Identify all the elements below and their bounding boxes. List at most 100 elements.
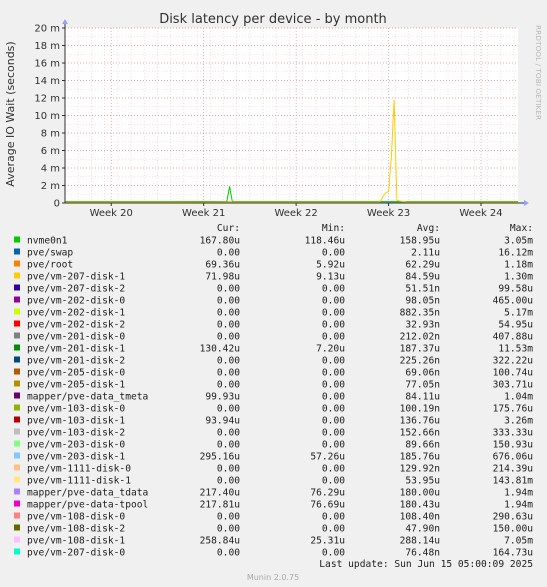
legend-value: 1.94m xyxy=(504,488,533,499)
y-tick-label: 18 m xyxy=(34,41,60,52)
legend-value: 76.69u xyxy=(310,500,345,511)
legend-value: 676.06u xyxy=(493,452,533,463)
legend-value: 167.80u xyxy=(200,236,240,247)
legend-value: 77.05n xyxy=(405,380,440,391)
legend-series-name: mapper/pve-data-tpool xyxy=(27,500,148,511)
legend-value: 0.00 xyxy=(322,284,345,295)
legend-column-header: Cur: xyxy=(217,223,240,234)
legend-value: 47.90n xyxy=(405,524,440,535)
grid xyxy=(64,27,518,204)
legend-value: 93.94u xyxy=(205,416,240,427)
legend-value: 180.43u xyxy=(400,500,440,511)
legend-series-name: pve/vm-1111-disk-0 xyxy=(27,464,131,475)
legend-value: 84.59u xyxy=(405,272,440,283)
legend-swatch xyxy=(14,272,20,279)
legend-value: 290.63u xyxy=(493,512,533,523)
legend-series-name: pve/vm-205-disk-1 xyxy=(27,380,125,391)
legend-swatch xyxy=(14,236,20,243)
legend-value: 0.00 xyxy=(322,356,345,367)
legend-value: 295.16u xyxy=(200,452,240,463)
legend-value: 0.00 xyxy=(322,308,345,319)
legend: Cur: Min: Avg: Max: nvme0n1 167.80u 118.46u 158… xyxy=(14,223,533,559)
legend-swatch xyxy=(14,464,20,471)
legend-value: 84.11u xyxy=(405,392,440,403)
legend-swatch xyxy=(14,248,20,255)
x-tick-label: Week 23 xyxy=(367,208,410,219)
legend-series-name: pve/vm-202-disk-1 xyxy=(27,308,125,319)
legend-value: 882.35n xyxy=(400,308,440,319)
legend-swatch xyxy=(14,488,20,495)
y-tick-label: 10 m xyxy=(34,111,60,122)
legend-swatch xyxy=(14,332,20,339)
y-axis-label: Average IO Wait (seconds) xyxy=(4,41,17,186)
legend-swatch xyxy=(14,344,20,351)
legend-value: 288.14u xyxy=(400,536,440,547)
legend-value: 32.93n xyxy=(405,320,440,331)
legend-value: 465.00u xyxy=(493,296,533,307)
legend-value: 108.40n xyxy=(400,512,440,523)
legend-series-name: pve/vm-202-disk-0 xyxy=(27,296,125,307)
legend-value: 214.39u xyxy=(493,464,533,475)
legend-series-name: pve/vm-203-disk-1 xyxy=(27,452,125,463)
y-axis-arrow xyxy=(62,19,68,24)
legend-value: 99.58u xyxy=(498,284,533,295)
legend-swatch xyxy=(14,512,20,519)
legend-value: 51.51n xyxy=(405,284,440,295)
legend-series-name: pve/vm-207-disk-1 xyxy=(27,272,125,283)
legend-swatch xyxy=(14,440,20,447)
legend-value: 258.84u xyxy=(200,536,240,547)
legend-series-name: mapper/pve-data_tdata xyxy=(27,488,148,499)
legend-value: 185.76u xyxy=(400,452,440,463)
y-tick-label: 16 m xyxy=(34,59,60,70)
legend-value: 143.81m xyxy=(493,476,534,487)
legend-swatch xyxy=(14,260,20,267)
legend-swatch xyxy=(14,476,20,483)
legend-swatch xyxy=(14,368,20,375)
x-tick-label: Week 22 xyxy=(274,208,317,219)
legend-value: 25.31u xyxy=(310,536,345,547)
legend-series-name: pve/vm-103-disk-0 xyxy=(27,404,125,415)
legend-value: 98.05n xyxy=(405,296,440,307)
legend-value: 5.17m xyxy=(504,308,533,319)
y-tick-label: 14 m xyxy=(34,76,60,87)
legend-value: 0.00 xyxy=(217,404,240,415)
legend-value: 0.00 xyxy=(322,416,345,427)
legend-value: 0.00 xyxy=(217,428,240,439)
legend-swatch xyxy=(14,320,20,327)
legend-swatch xyxy=(14,548,20,555)
legend-value: 100.74u xyxy=(493,368,533,379)
legend-value: 0.00 xyxy=(322,404,345,415)
legend-column-header: Avg: xyxy=(417,223,440,234)
legend-value: 225.26n xyxy=(400,356,440,367)
legend-series-name: pve/vm-103-disk-2 xyxy=(27,428,125,439)
legend-value: 0.00 xyxy=(217,476,240,487)
legend-series-name: nvme0n1 xyxy=(27,236,68,247)
legend-series-name: pve/vm-203-disk-0 xyxy=(27,440,125,451)
legend-value: 164.73u xyxy=(493,548,533,559)
legend-value: 0.00 xyxy=(322,296,345,307)
y-tick-label: 8 m xyxy=(41,129,60,140)
legend-value: 303.71u xyxy=(493,380,533,391)
legend-value: 9.13u xyxy=(316,272,345,283)
legend-value: 100.19n xyxy=(400,404,440,415)
legend-value: 150.00u xyxy=(493,524,533,535)
y-tick-label: 20 m xyxy=(34,24,60,35)
legend-value: 99.93u xyxy=(205,392,240,403)
legend-value: 0.00 xyxy=(322,476,345,487)
legend-value: 187.37u xyxy=(400,344,440,355)
legend-value: 0.00 xyxy=(217,380,240,391)
legend-series-name: pve/vm-108-disk-0 xyxy=(27,512,125,523)
legend-series-name: pve/vm-205-disk-0 xyxy=(27,368,125,379)
y-tick-label: 4 m xyxy=(41,164,60,175)
legend-value: 0.00 xyxy=(217,548,240,559)
legend-value: 0.00 xyxy=(322,380,345,391)
legend-series-name: pve/vm-201-disk-0 xyxy=(27,332,125,343)
legend-value: 69.06n xyxy=(405,368,440,379)
legend-value: 0.00 xyxy=(322,248,345,259)
legend-value: 0.00 xyxy=(322,524,345,535)
legend-swatch xyxy=(14,500,20,507)
legend-swatch xyxy=(14,404,20,411)
legend-value: 76.29u xyxy=(310,488,345,499)
legend-value: 130.42u xyxy=(200,344,240,355)
